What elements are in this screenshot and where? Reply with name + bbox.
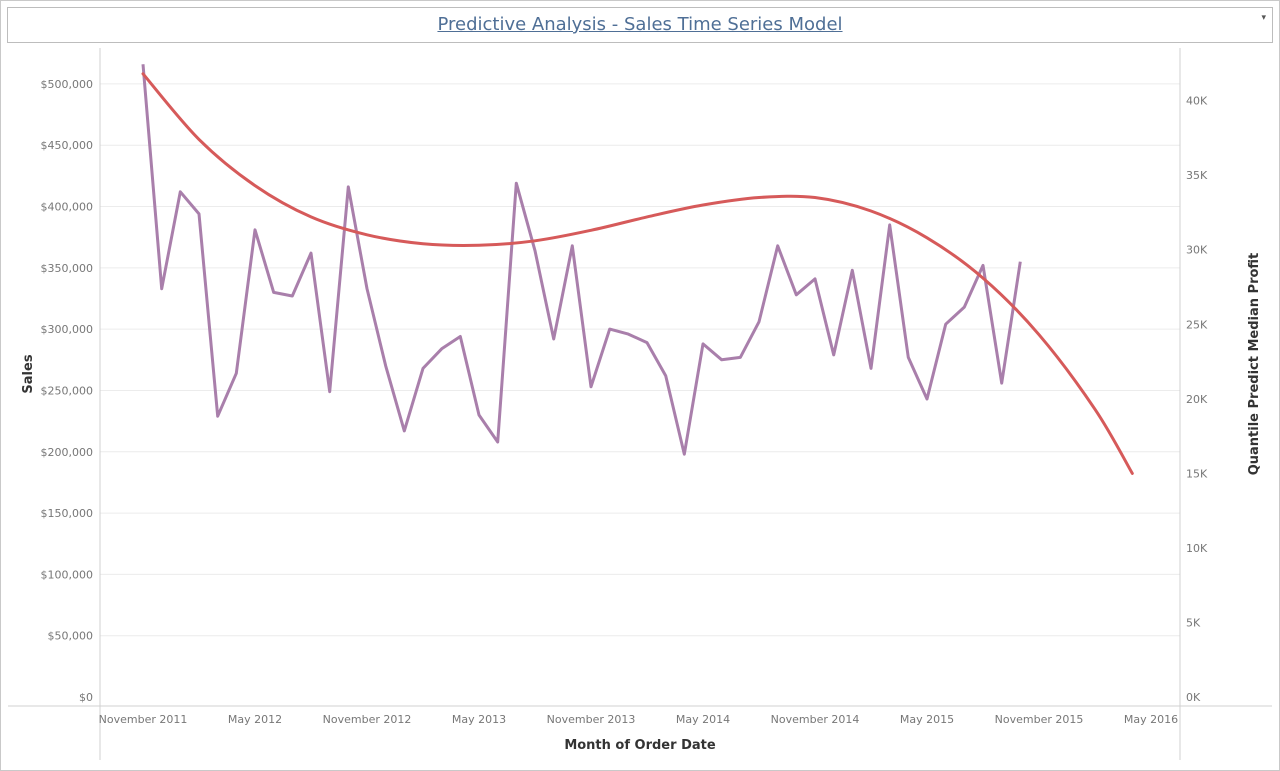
y2-tick-label: 15K xyxy=(1186,467,1208,480)
title-bar: Predictive Analysis - Sales Time Series … xyxy=(7,7,1273,43)
y-tick-label: $50,000 xyxy=(48,630,94,643)
y-axis-tick-labels: $0 $50,000 $100,000 $150,000 $200,000 $250,00… xyxy=(41,78,94,704)
x-tick-label: May 2013 xyxy=(452,713,506,726)
x-axis-tick-labels: November 2011 May 2012 November 2012 May 20… xyxy=(99,713,1178,726)
y2-tick-label: 10K xyxy=(1186,542,1208,555)
y2-tick-label: 25K xyxy=(1186,318,1208,331)
y-tick-label: $400,000 xyxy=(41,201,94,214)
x-tick-label: May 2012 xyxy=(228,713,282,726)
x-axis-title: Month of Order Date xyxy=(564,738,716,753)
y2-tick-label: 0K xyxy=(1186,691,1201,704)
y-tick-label: $0 xyxy=(79,691,93,704)
y2-axis-title: Quantile Predict Median Profit xyxy=(1247,253,1262,476)
x-tick-label: November 2014 xyxy=(771,713,860,726)
y-tick-label: $300,000 xyxy=(41,323,94,336)
x-tick-label: May 2015 xyxy=(900,713,954,726)
y-tick-label: $250,000 xyxy=(41,384,94,397)
y2-tick-label: 5K xyxy=(1186,616,1201,629)
axes xyxy=(8,48,1272,760)
y2-tick-label: 30K xyxy=(1186,244,1208,257)
y-tick-label: $450,000 xyxy=(41,139,94,152)
gridlines xyxy=(100,83,1180,637)
x-tick-label: November 2012 xyxy=(323,713,412,726)
x-tick-label: May 2014 xyxy=(676,713,730,726)
y-tick-label: $150,000 xyxy=(41,507,94,520)
chevron-down-icon[interactable]: ▾ xyxy=(1261,12,1266,22)
x-tick-label: November 2015 xyxy=(995,713,1084,726)
sales-series-line[interactable] xyxy=(141,64,1022,456)
chart-title[interactable]: Predictive Analysis - Sales Time Series … xyxy=(437,14,843,35)
y2-tick-label: 20K xyxy=(1186,393,1208,406)
y-tick-label: $500,000 xyxy=(41,78,94,91)
x-tick-label: November 2011 xyxy=(99,713,188,726)
y-tick-label: $200,000 xyxy=(41,446,94,459)
x-tick-label: November 2013 xyxy=(547,713,636,726)
y-axis-title: Sales xyxy=(21,354,36,393)
y2-axis-tick-labels: 0K 5K 10K 15K 20K 25K 30K 35K 40K xyxy=(1186,95,1208,704)
y2-tick-label: 35K xyxy=(1186,169,1208,182)
y2-tick-label: 40K xyxy=(1186,95,1208,108)
x-tick-label: May 2016 xyxy=(1124,713,1178,726)
y-tick-label: $100,000 xyxy=(41,568,94,581)
y-tick-label: $350,000 xyxy=(41,262,94,275)
profit-series-line[interactable] xyxy=(141,72,1134,475)
